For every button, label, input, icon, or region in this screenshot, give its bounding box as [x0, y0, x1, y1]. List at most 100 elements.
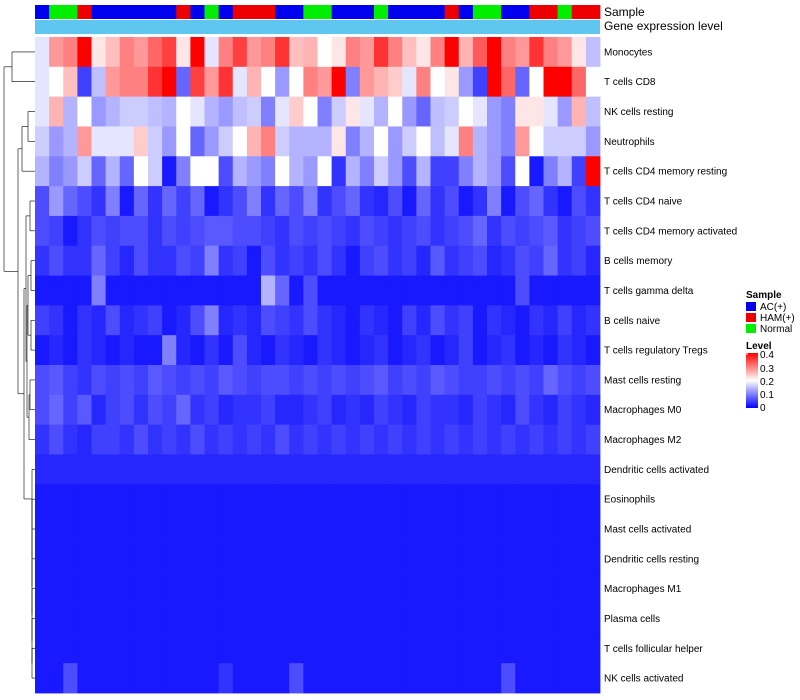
- heatmap-cell: [458, 573, 474, 604]
- heatmap-cell: [232, 573, 248, 604]
- heatmap-cell: [374, 335, 389, 366]
- heatmap-cell: [458, 663, 474, 694]
- heatmap-cell: [501, 186, 516, 217]
- heatmap-cell: [275, 573, 290, 604]
- heatmap-cell: [133, 633, 149, 664]
- heatmap-cell: [91, 663, 107, 694]
- heatmap-cell: [444, 424, 460, 455]
- heatmap-cell: [49, 603, 64, 634]
- heatmap-cell: [77, 514, 92, 545]
- heatmap-cell: [218, 126, 234, 157]
- heatmap-cell: [472, 186, 488, 217]
- sample-annotation-cell: [91, 5, 107, 19]
- heatmap-cell: [571, 305, 587, 336]
- heatmap-cell: [515, 126, 530, 157]
- heatmap-cell: [105, 156, 121, 187]
- sample-annotation-cell: [275, 5, 290, 19]
- heatmap-cell: [190, 335, 205, 366]
- heatmap-cell: [190, 663, 205, 694]
- heatmap-cell: [204, 454, 220, 485]
- heatmap-cell: [359, 66, 375, 98]
- heatmap-cell: [105, 394, 121, 426]
- heatmap-cell: [374, 365, 389, 396]
- heatmap-cell: [345, 454, 361, 485]
- heatmap-cell: [571, 186, 587, 217]
- heatmap-cell: [204, 543, 220, 575]
- heatmap-cell: [232, 305, 248, 336]
- heatmap-cell: [388, 126, 403, 157]
- heatmap-cell: [416, 96, 431, 127]
- heatmap-cell: [416, 514, 431, 545]
- heatmap-cell: [77, 573, 92, 604]
- heatmap-cell: [176, 126, 191, 157]
- heatmap-cell: [359, 394, 375, 426]
- heatmap-cell: [388, 96, 403, 127]
- heatmap-cell: [218, 394, 234, 426]
- heatmap-cell: [543, 424, 559, 455]
- sample-annotation-cell: [105, 5, 121, 19]
- heatmap-cell: [49, 335, 64, 366]
- heatmap-cell: [487, 424, 502, 455]
- heatmap-cell: [176, 573, 191, 604]
- heatmap-cell: [543, 573, 559, 604]
- heatmap-cell: [501, 37, 516, 68]
- heatmap-cell: [402, 514, 417, 545]
- heatmap-cell: [585, 215, 601, 247]
- heatmap-cell: [91, 543, 107, 575]
- heatmap-cell: [176, 275, 191, 306]
- heatmap-cell: [515, 245, 530, 276]
- row-label: NK cells resting: [604, 107, 673, 118]
- heatmap-cell: [303, 543, 318, 575]
- heatmap-cell: [246, 454, 262, 485]
- heatmap-cell: [246, 633, 262, 664]
- heatmap-cell: [119, 484, 135, 515]
- sample-annotation-cell: [119, 5, 135, 19]
- heatmap-cell: [571, 573, 587, 604]
- heatmap-cell: [162, 484, 177, 515]
- heatmap-cell: [35, 186, 50, 217]
- heatmap-cell: [49, 514, 64, 545]
- sample-annotation-cell: [430, 5, 446, 19]
- heatmap-cell: [458, 305, 474, 336]
- heatmap-cell: [487, 365, 502, 396]
- row-label: T cells CD4 naive: [604, 197, 683, 208]
- heatmap-cell: [289, 96, 304, 127]
- heatmap-cell: [317, 365, 333, 396]
- heatmap-cell: [133, 275, 149, 306]
- heatmap-cell: [162, 365, 177, 396]
- level-tick-0-3: 0.3: [760, 364, 774, 375]
- heatmap-cell: [232, 484, 248, 515]
- heatmap-cell: [275, 603, 290, 634]
- heatmap-cell: [515, 156, 530, 187]
- heatmap-cell: [345, 514, 361, 545]
- row-label: T cells gamma delta: [604, 286, 694, 297]
- heatmap-cell: [557, 663, 573, 694]
- heatmap-cell: [543, 245, 559, 276]
- heatmap-cell: [388, 275, 403, 306]
- heatmap-cell: [585, 394, 601, 426]
- heatmap-cell: [35, 663, 50, 694]
- heatmap-cell: [303, 275, 318, 306]
- heatmap-cell: [402, 126, 417, 157]
- heatmap-cell: [133, 543, 149, 575]
- sample-annotation-cell: [444, 5, 460, 19]
- level-legend: Level 0.4 0.3 0.2 0.1 0: [746, 341, 774, 414]
- heatmap-cell: [275, 514, 290, 545]
- heatmap-cell: [444, 186, 460, 217]
- heatmap-cell: [133, 394, 149, 426]
- heatmap-cell: [472, 37, 488, 68]
- heatmap-cell: [430, 394, 446, 426]
- row-dendrogram: [3, 51, 35, 679]
- row-label: B cells memory: [604, 256, 672, 267]
- heatmap-cell: [487, 305, 502, 336]
- heatmap-cell: [458, 66, 474, 98]
- heatmap-cell: [162, 663, 177, 694]
- heatmap-cell: [105, 186, 121, 217]
- heatmap-cell: [49, 633, 64, 664]
- heatmap-cell: [331, 543, 347, 575]
- heatmap-cell: [91, 454, 107, 485]
- heatmap-cell: [232, 514, 248, 545]
- heatmap-cell: [35, 305, 50, 336]
- heatmap-cell: [543, 215, 559, 247]
- heatmap-cell: [345, 305, 361, 336]
